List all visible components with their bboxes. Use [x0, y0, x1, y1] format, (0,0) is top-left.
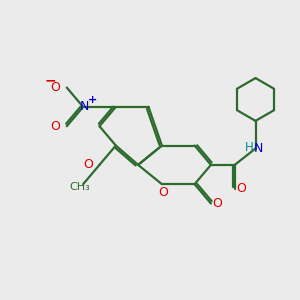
Text: O: O	[236, 182, 246, 195]
Text: N: N	[254, 142, 263, 155]
Text: +: +	[88, 95, 97, 105]
Text: O: O	[50, 81, 60, 94]
Text: O: O	[50, 120, 60, 133]
Text: N: N	[80, 100, 89, 113]
Text: −: −	[45, 73, 56, 87]
Text: H: H	[244, 140, 253, 154]
Text: CH₃: CH₃	[70, 182, 91, 192]
Text: O: O	[158, 186, 168, 199]
Text: O: O	[84, 158, 94, 171]
Text: O: O	[212, 197, 222, 210]
